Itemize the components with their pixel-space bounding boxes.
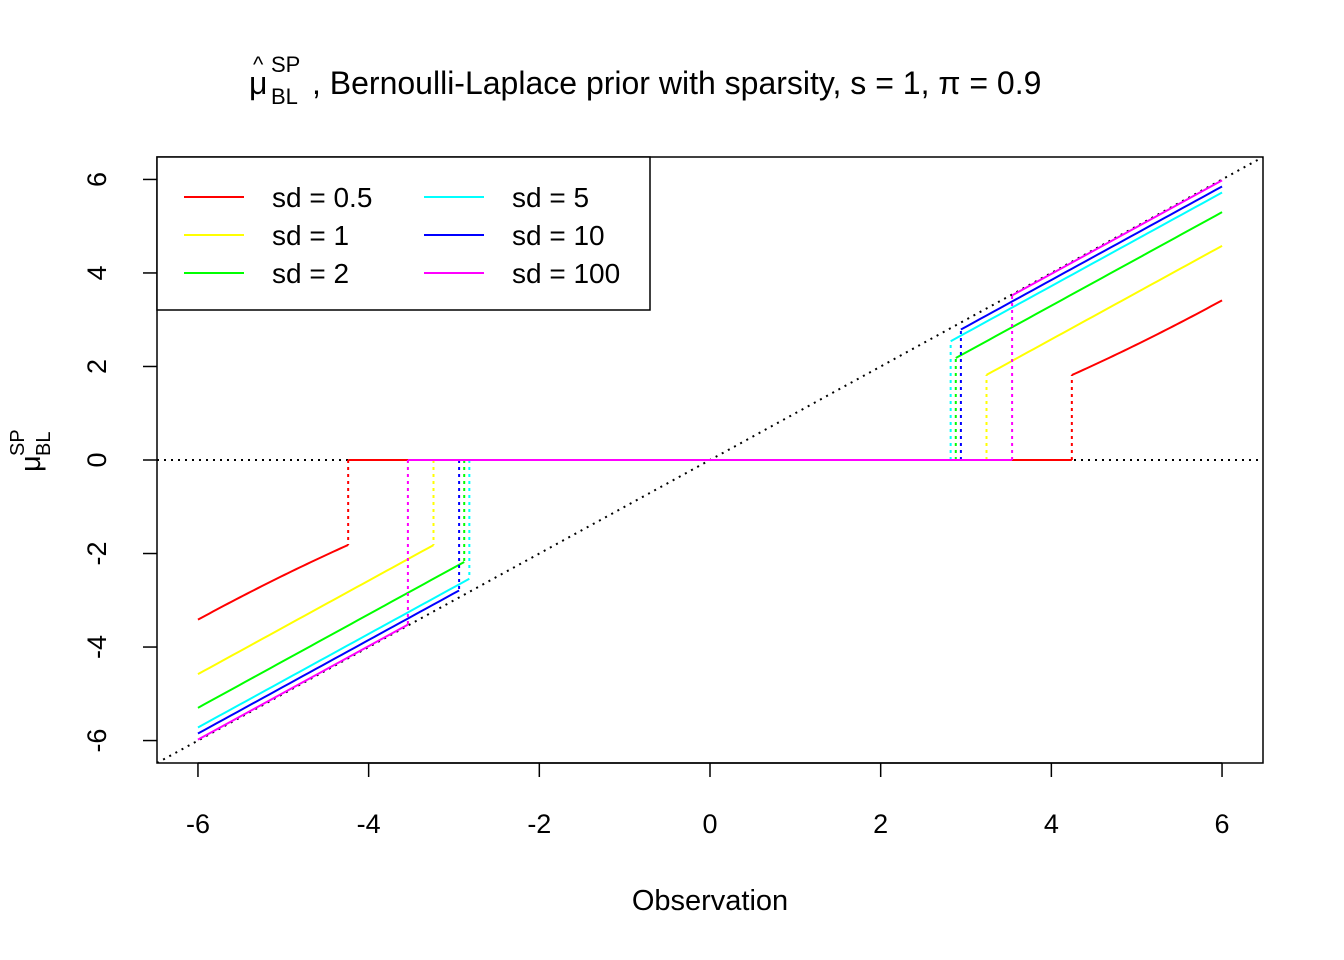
title-text: , Bernoulli-Laplace prior with sparsity,… <box>312 65 1041 101</box>
title-hat: ^ <box>253 52 264 77</box>
ylabel-superscript: SP <box>7 429 29 456</box>
legend-item-0: sd = 0.5 <box>184 182 372 213</box>
series-5-positive-branch <box>1011 179 1223 297</box>
legend-label: sd = 5 <box>512 182 589 213</box>
ylabel-mu: μ <box>15 455 47 472</box>
series-1-positive-branch <box>986 244 1223 376</box>
series-0-negative-branch <box>197 544 349 621</box>
x-tick-label: 6 <box>1215 809 1230 839</box>
x-tick-label: -2 <box>527 809 551 839</box>
y-axis-label: μ SP BL <box>7 429 55 472</box>
x-tick-label: 4 <box>1044 809 1059 839</box>
svg-text:μ: μ <box>249 65 267 101</box>
ylabel-subscript: BL <box>33 432 55 456</box>
series-3-negative-branch <box>197 577 470 729</box>
legend-item-4: sd = 10 <box>424 220 605 251</box>
x-tick-label: -6 <box>186 809 210 839</box>
title-mu: μ <box>249 65 267 101</box>
y-tick-label: 4 <box>82 265 112 280</box>
legend-box <box>156 156 651 311</box>
y-tick-label: 6 <box>82 172 112 187</box>
series-2-positive-branch <box>955 211 1223 359</box>
title-subscript: BL <box>271 84 298 109</box>
legend: sd = 0.5 sd = 1 sd = 2 sd = 5 sd = 10 sd = 10… <box>156 156 651 311</box>
plot-area <box>157 157 1263 763</box>
series-5-negative-branch <box>197 623 409 741</box>
legend-label: sd = 100 <box>512 258 620 289</box>
x-tick-label: -4 <box>357 809 381 839</box>
series-3-positive-branch <box>950 191 1223 343</box>
plot-frame <box>156 156 1264 764</box>
series-0-positive-branch <box>1071 299 1223 376</box>
legend-item-1: sd = 1 <box>184 220 349 251</box>
series-4-positive-branch <box>960 185 1223 331</box>
y-tick-label: -6 <box>82 729 112 753</box>
y-tick-label: -2 <box>82 542 112 566</box>
y-tick-label: 0 <box>82 452 112 467</box>
legend-label: sd = 2 <box>272 258 349 289</box>
x-axis-label: Observation <box>632 885 788 917</box>
chart-title: μ ^ SP BL , Bernoulli-Laplace prior with… <box>249 52 1041 109</box>
legend-item-2: sd = 2 <box>184 258 349 289</box>
series-5 <box>197 179 1223 741</box>
legend-label: sd = 10 <box>512 220 605 251</box>
legend-label: sd = 0.5 <box>272 182 372 213</box>
x-tick-label: 0 <box>702 809 717 839</box>
legend-label: sd = 1 <box>272 220 349 251</box>
y-tick-label: 2 <box>82 359 112 374</box>
series-4-negative-branch <box>197 589 460 735</box>
x-tick-label: 2 <box>873 809 888 839</box>
series-1-negative-branch <box>197 544 434 676</box>
title-superscript: SP <box>271 52 300 77</box>
legend-item-3: sd = 5 <box>424 182 589 213</box>
series-2-negative-branch <box>197 561 465 709</box>
y-tick-label: -4 <box>82 635 112 659</box>
legend-item-5: sd = 100 <box>424 258 620 289</box>
